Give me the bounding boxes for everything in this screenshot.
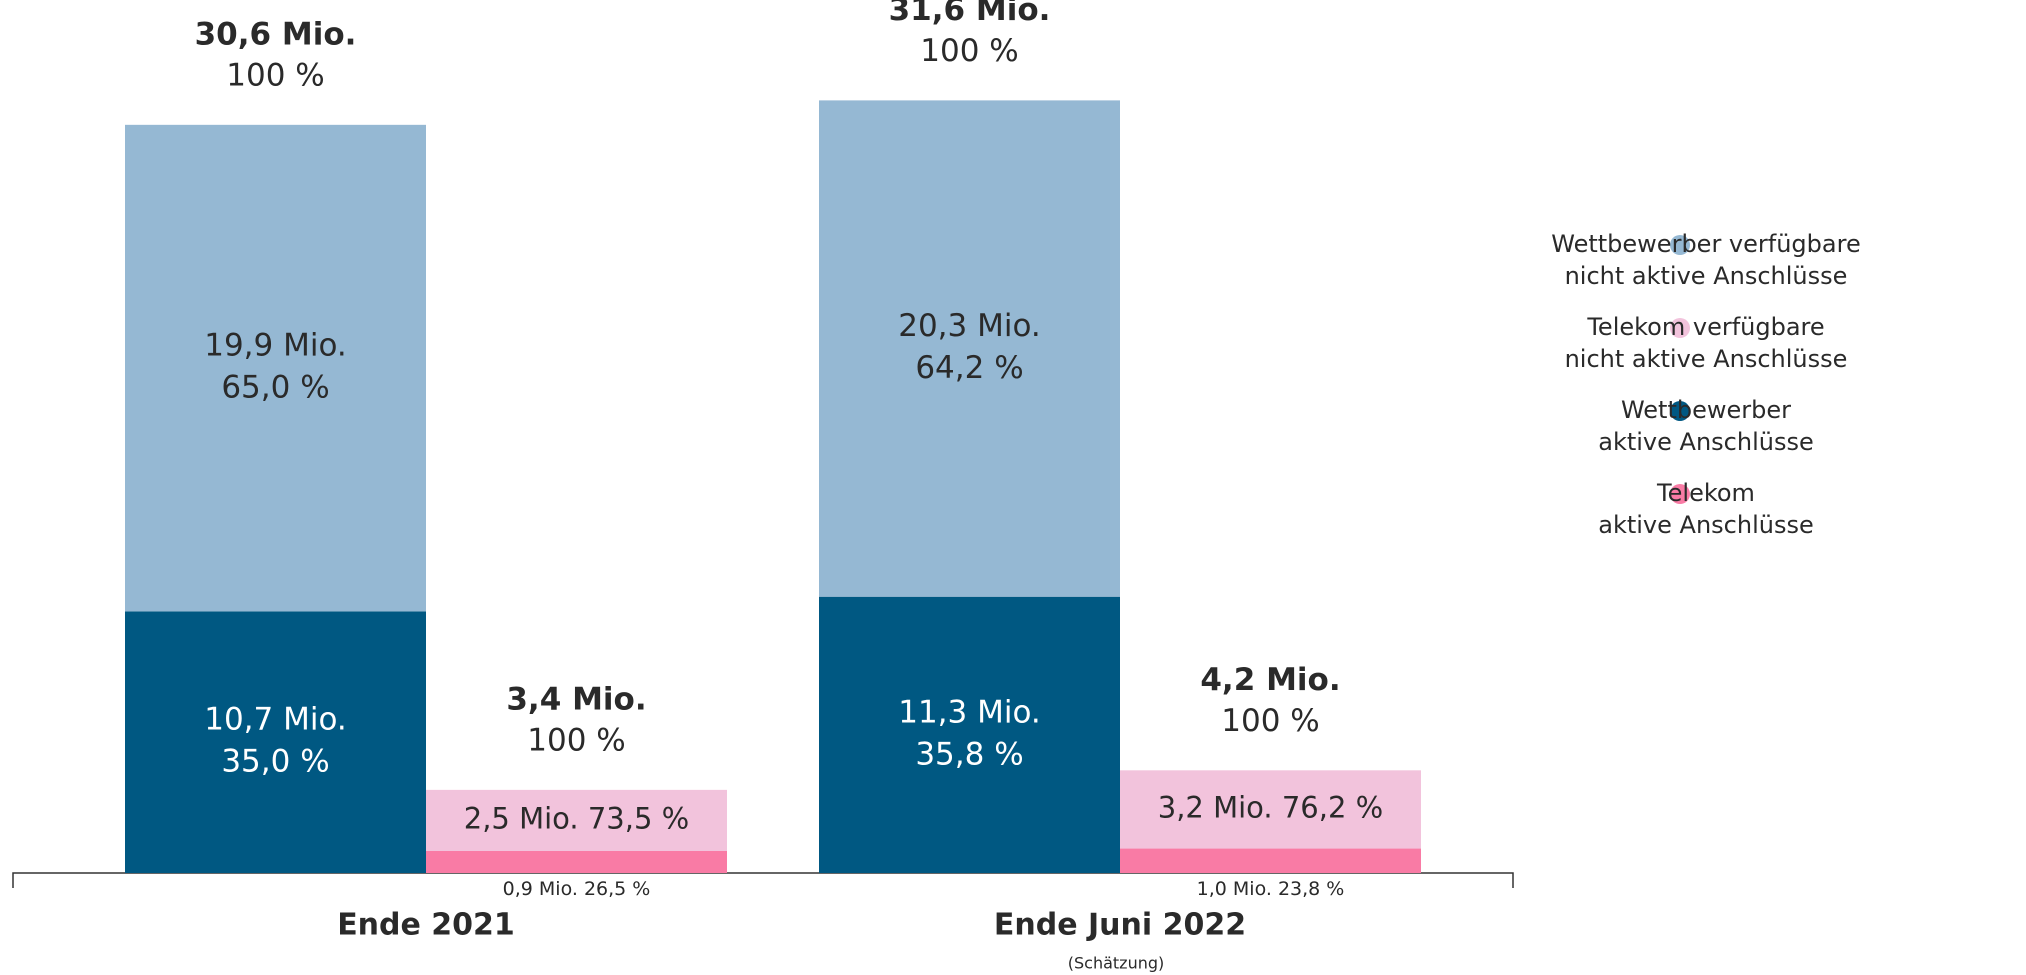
share-label: 73,5 %	[588, 801, 689, 835]
total-share-label: 100 %	[920, 33, 1018, 69]
legend-line: nicht aktive Anschlüsse	[1565, 262, 1848, 290]
share-label: 65,0 %	[221, 370, 329, 406]
value-label: 1,0 Mio.	[1197, 878, 1272, 900]
legend-label: Telekom aktive Anschlüsse	[1598, 479, 1813, 539]
share-label: 35,0 %	[221, 744, 329, 780]
legend-label: Wettbewerber aktive Anschlüsse	[1598, 396, 1813, 456]
total-share-label: 100 %	[1221, 703, 1319, 739]
bar-segment	[1120, 848, 1421, 873]
value-label: 2,5 Mio.	[464, 801, 579, 835]
bar-segment	[1120, 770, 1421, 849]
legend-line: aktive Anschlüsse	[1598, 428, 1813, 456]
value-label: 1,0 Mio. 23,8 %	[1197, 878, 1345, 900]
share-label: 64,2 %	[915, 350, 1023, 386]
legend-label: Telekom verfügbare nicht aktive Anschlüss…	[1565, 313, 1848, 373]
legend-line: Wettbewerber verfügbare	[1551, 230, 1860, 258]
share-label: 35,8 %	[915, 736, 1023, 772]
legend-marker	[1670, 235, 1690, 255]
value-label: 0,9 Mio. 26,5 %	[503, 878, 651, 900]
value-label: 3,2 Mio. 76,2 %	[1158, 790, 1383, 824]
axis-line	[12, 872, 1514, 888]
total-label: 4,2 Mio.	[1200, 662, 1340, 698]
total-label: 31,6 Mio.	[889, 0, 1051, 28]
legend-line: Telekom verfügbare	[1586, 313, 1824, 341]
value-label: 0,9 Mio.	[503, 878, 578, 900]
legend-line: aktive Anschlüsse	[1598, 511, 1813, 539]
value-label: 2,5 Mio. 73,5 %	[464, 801, 689, 835]
legend-line: Telekom	[1656, 479, 1755, 507]
annotation: (Schätzung)	[1068, 954, 1165, 973]
legend-marker	[1670, 318, 1690, 338]
legend-marker	[1670, 401, 1690, 421]
bar-segment	[125, 611, 426, 873]
bar-segment	[125, 124, 426, 612]
total-share-label: 100 %	[226, 57, 324, 93]
legend-marker	[1670, 484, 1690, 504]
legend-line: nicht aktive Anschlüsse	[1565, 345, 1848, 373]
bar-segment	[426, 789, 727, 851]
legend-label: Wettbewerber verfügbare nicht aktive Ansc…	[1551, 230, 1860, 290]
total-label: 3,4 Mio.	[506, 681, 646, 717]
bar-segment	[819, 100, 1120, 597]
bar-segment	[426, 850, 727, 873]
value-label: 20,3 Mio.	[898, 308, 1041, 344]
value-label: 3,2 Mio.	[1158, 790, 1273, 824]
value-label: 19,9 Mio.	[204, 328, 347, 364]
value-label: 10,7 Mio.	[204, 702, 347, 738]
share-label: 76,2 %	[1282, 790, 1383, 824]
share-label: 23,8 %	[1278, 878, 1344, 900]
value-label: 11,3 Mio.	[898, 694, 1041, 730]
share-label: 26,5 %	[584, 878, 650, 900]
total-share-label: 100 %	[527, 722, 625, 758]
x-tick-label: Ende Juni 2022	[994, 908, 1246, 943]
legend-line: Wettbewerber	[1621, 396, 1791, 424]
total-label: 30,6 Mio.	[195, 16, 357, 52]
bar-segment	[819, 596, 1120, 873]
x-tick-label: Ende 2021	[337, 908, 515, 943]
